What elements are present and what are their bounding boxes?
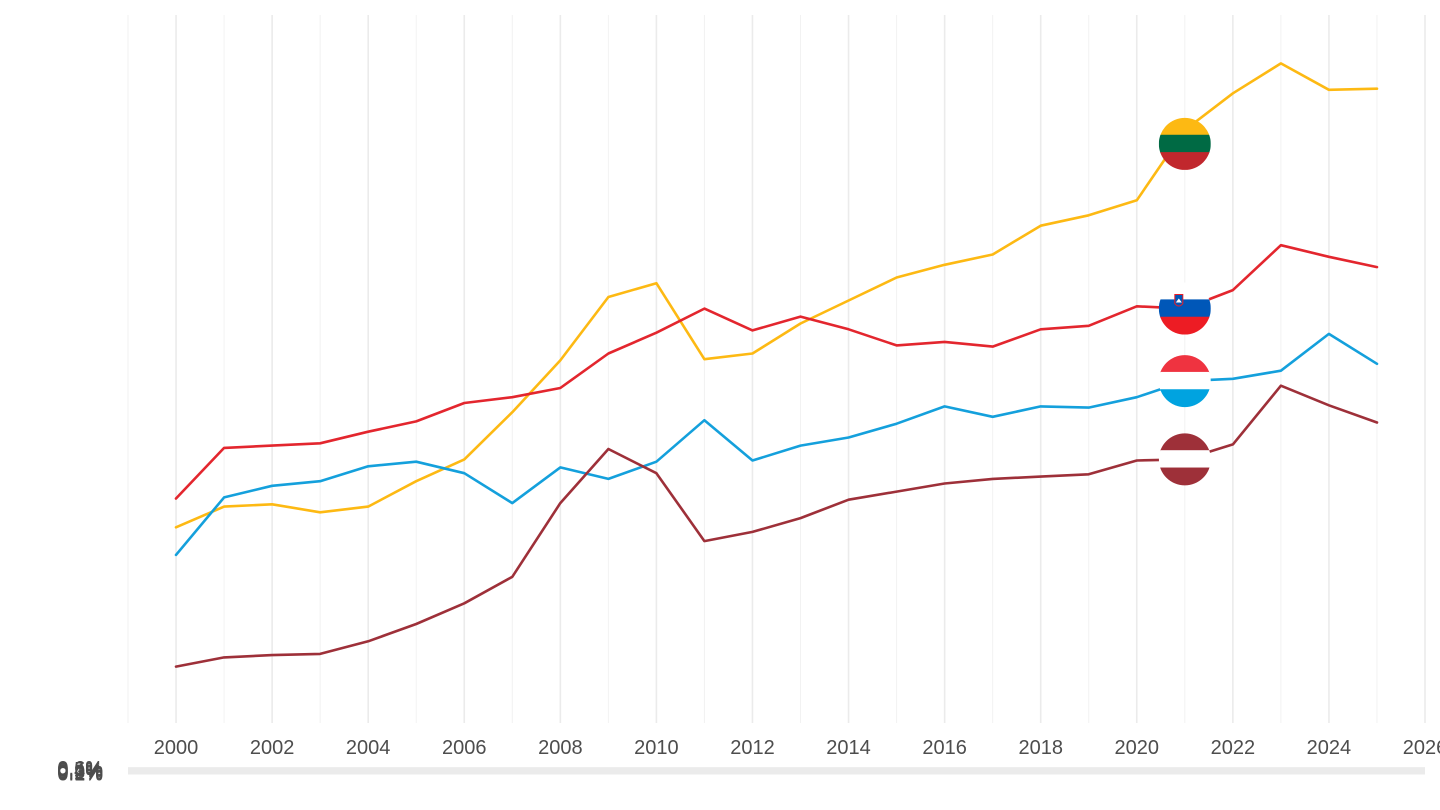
- x-tick-label: 2012: [730, 737, 775, 759]
- flag-stripe: [1158, 134, 1211, 154]
- major-gridlines: [128, 15, 1426, 775]
- x-tick-label: 2006: [442, 737, 487, 759]
- x-tick-label: 2018: [1018, 737, 1063, 759]
- x-tick-label: 2022: [1211, 737, 1256, 759]
- x-tick-label: 2010: [634, 737, 679, 759]
- x-tick-label: 2002: [250, 737, 295, 759]
- x-tick-label: 2004: [346, 737, 391, 759]
- series-line: [174, 384, 1379, 668]
- y-tick-label: 0.3%: [57, 761, 103, 783]
- flag-stripe: [1158, 299, 1211, 318]
- flag-stripe: [1158, 152, 1211, 170]
- latvia-flag-icon: [1158, 433, 1211, 486]
- x-tick-label: 2020: [1115, 737, 1160, 759]
- y-tick-label: 0.4%: [57, 760, 103, 782]
- flag-stripe: [1158, 389, 1211, 408]
- flag-stripe: [1158, 450, 1211, 469]
- flag-stripe: [1158, 316, 1211, 335]
- x-axis-tick-labels: 2000 2002 2004 2006 2008 2010 2012 2014 2016 2018…: [154, 737, 1440, 759]
- x-tick-label: 2026: [1403, 737, 1440, 759]
- flag-stripe: [1158, 467, 1211, 486]
- luxembourg-flag-icon: [1158, 355, 1211, 408]
- minor-gridlines: [127, 15, 1425, 774]
- flag-stripe: [1158, 355, 1211, 373]
- flag-stripe: [1158, 371, 1211, 391]
- x-tick-label: 2024: [1307, 737, 1352, 759]
- flag-stripe: [1158, 433, 1211, 452]
- y-tick-label: 0.5%: [57, 759, 103, 781]
- x-tick-label: 2016: [922, 737, 967, 759]
- x-tick-label: 2014: [826, 737, 871, 759]
- x-tick-label: 2008: [538, 737, 583, 759]
- flag-markers: [1158, 117, 1211, 486]
- y-tick-label: 0.2%: [57, 763, 103, 785]
- y-tick-label: 0.6%: [57, 758, 103, 780]
- slovenia-flag-icon: [1158, 282, 1211, 335]
- x-tick-label: 2000: [154, 737, 199, 759]
- mountain-icon: [1175, 298, 1182, 303]
- y-axis-tick-labels: 0.1%0.2%0.3%0.4%0.5%0.6%: [57, 758, 103, 786]
- flag-stripe: [1158, 282, 1211, 301]
- y-tick-label: 0.1%: [57, 764, 103, 786]
- lithuania-flag-icon: [1158, 117, 1211, 170]
- flag-stripe: [1158, 117, 1211, 136]
